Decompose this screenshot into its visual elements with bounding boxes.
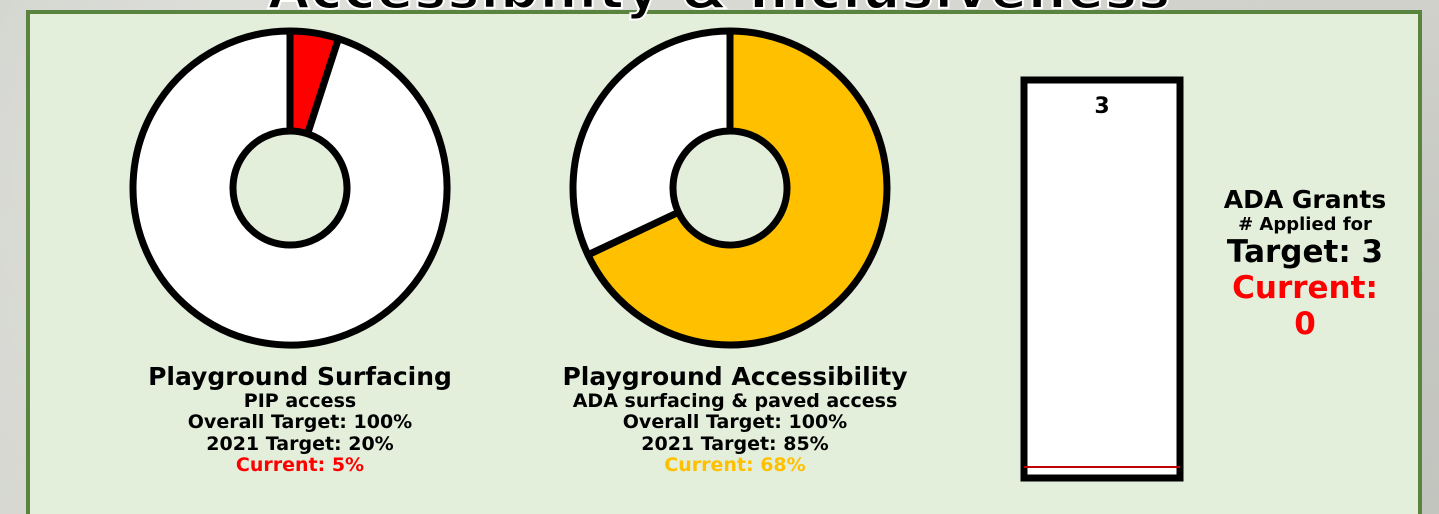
donut-chart-surfacing <box>129 27 451 349</box>
ada-grants-label: ADA Grants # Applied for Target: 3 Curre… <box>1190 185 1420 342</box>
bar-frame <box>1020 76 1184 482</box>
caption-current: Current: 5% <box>235 453 365 476</box>
ada-grants-subtitle: # Applied for <box>1238 213 1372 235</box>
caption-accessibility: Playground Accessibility ADA surfacing &… <box>500 363 970 476</box>
page-title: Accessibility & Inclusiveness <box>0 0 1439 22</box>
caption-overall-target: Overall Target: 100% <box>187 411 413 434</box>
caption-subtitle: PIP access <box>243 390 357 412</box>
caption-title: Playground Accessibility <box>562 362 908 391</box>
ada-grants-target: Target: 3 <box>1226 234 1384 271</box>
donut-slice-remaining <box>569 27 734 259</box>
caption-subtitle: ADA surfacing & paved access <box>572 390 898 412</box>
caption-current: Current: 68% <box>664 453 806 476</box>
donut-slice-remaining <box>129 27 451 349</box>
caption-year-target: 2021 Target: 85% <box>641 432 829 455</box>
bar-chart-ada-grants: 3 <box>1020 76 1184 482</box>
bar-top-label: 3 <box>1094 94 1109 119</box>
caption-title: Playground Surfacing <box>148 362 452 391</box>
donut-chart-accessibility <box>569 27 891 349</box>
ada-grants-current-value: 0 <box>1294 305 1316 342</box>
caption-overall-target: Overall Target: 100% <box>622 411 848 434</box>
ada-grants-title: ADA Grants <box>1223 185 1387 214</box>
caption-year-target: 2021 Target: 20% <box>206 432 394 455</box>
caption-surfacing: Playground Surfacing PIP access Overall … <box>100 363 500 476</box>
ada-grants-current: Current: <box>1232 270 1378 307</box>
donut-slice-current <box>584 27 891 349</box>
